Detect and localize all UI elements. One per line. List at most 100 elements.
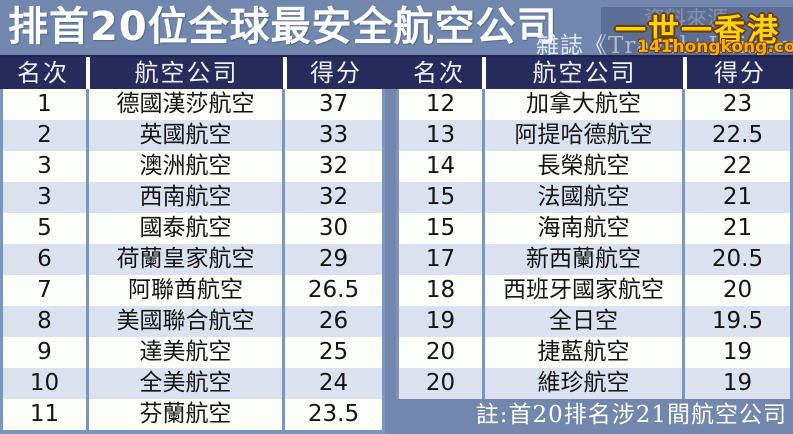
airline-cell: 澳洲航空: [86, 151, 282, 182]
header-separator: [482, 57, 486, 89]
table-row: 9 達美航空 25: [3, 337, 382, 368]
table-row: 2 英國航空 33: [3, 120, 382, 151]
rank-cell: 13: [425, 122, 456, 148]
column-header-airline-right: 航空公司: [486, 57, 683, 89]
score-cell: 19: [682, 368, 790, 399]
rank-cell: 15: [425, 215, 456, 241]
rank-cell: 11: [29, 401, 60, 427]
score-cell: 30: [282, 213, 382, 244]
score-cell: 22: [682, 151, 790, 182]
score-cell: 24: [282, 368, 382, 399]
airline-cell: 英國航空: [86, 120, 282, 151]
header-separator: [683, 57, 687, 89]
table-row: 15 海南航空 21: [399, 213, 790, 244]
score-cell: 21: [682, 213, 790, 244]
airline-cell: 海南航空: [482, 213, 682, 244]
airline-cell: 荷蘭皇家航空: [86, 244, 282, 275]
rank-cell: 20: [425, 339, 456, 365]
table-row: 3 西南航空 32: [3, 182, 382, 213]
airline-cell: 維珍航空: [482, 368, 682, 399]
table-divider: [385, 57, 396, 89]
table-row: 14 長榮航空 22: [399, 151, 790, 182]
rank-cell: 8: [37, 308, 52, 334]
rank-cell: 2: [37, 122, 52, 148]
table-row: 19 全日空 19.5: [399, 306, 790, 337]
rank-cell: 7: [37, 277, 52, 303]
rank-cell: 17: [425, 246, 456, 272]
rank-cell: 14: [425, 153, 456, 179]
header-separator: [86, 57, 90, 89]
score-cell: 19: [682, 337, 790, 368]
airline-cell: 全日空: [482, 306, 682, 337]
score-cell: 32: [282, 182, 382, 213]
column-header-rank-left: 名次: [0, 57, 86, 89]
score-cell: 19.5: [682, 306, 790, 337]
score-cell: 26.5: [282, 275, 382, 306]
score-cell: 26: [282, 306, 382, 337]
airline-cell: 加拿大航空: [482, 89, 682, 120]
airline-cell: 德國漢莎航空: [86, 89, 282, 120]
airline-cell: 芬蘭航空: [86, 399, 282, 430]
rank-cell: 15: [425, 184, 456, 210]
airline-cell: 美國聯合航空: [86, 306, 282, 337]
rank-cell: 3: [37, 184, 52, 210]
table-row: 8 美國聯合航空 26: [3, 306, 382, 337]
rank-cell: 12: [425, 91, 456, 117]
rank-cell: 3: [37, 153, 52, 179]
rank-cell: 20: [425, 370, 456, 396]
table-row: 1 德國漢莎航空 37: [3, 89, 382, 120]
page-title: 排首20位全球最安全航空公司: [8, 4, 558, 50]
score-cell: 33: [282, 120, 382, 151]
score-cell: 20: [682, 275, 790, 306]
source-label: 資料來源：: [644, 7, 749, 31]
table-row: 10 全美航空 24: [3, 368, 382, 399]
table-header-band: 名次 航空公司 得分 名次 航空公司 得分: [0, 55, 793, 89]
airline-cell: 達美航空: [86, 337, 282, 368]
table-row: 17 新西蘭航空 20.5: [399, 244, 790, 275]
header-separator: [283, 57, 287, 89]
score-cell: 23.5: [282, 399, 382, 430]
rank-cell: 1: [37, 91, 52, 117]
score-cell: 20.5: [682, 244, 790, 275]
rank-table-right: 12 加拿大航空 23 13 阿提哈德航空 22.5 14 長榮航空 22 15 法國航空 21 15 海…: [396, 89, 793, 399]
table-row: 11 芬蘭航空 23.5: [3, 399, 382, 430]
column-header-rank-right: 名次: [396, 57, 482, 89]
rank-cell: 9: [37, 339, 52, 365]
table-row: 20 捷藍航空 19: [399, 337, 790, 368]
airline-cell: 西南航空: [86, 182, 282, 213]
rank-cell: 10: [29, 370, 60, 396]
airline-cell: 全美航空: [86, 368, 282, 399]
table-row: 18 西班牙國家航空 20: [399, 275, 790, 306]
table-row: 13 阿提哈德航空 22.5: [399, 120, 790, 151]
table-row: 3 澳洲航空 32: [3, 151, 382, 182]
rank-cell: 6: [37, 246, 52, 272]
airline-cell: 長榮航空: [482, 151, 682, 182]
score-cell: 22.5: [682, 120, 790, 151]
airline-cell: 西班牙國家航空: [482, 275, 682, 306]
score-cell: 37: [282, 89, 382, 120]
footnote: 註:首20排名涉21間航空公司: [475, 402, 787, 428]
watermark-logo-text: 一世一香港: [615, 13, 780, 49]
score-cell: 23: [682, 89, 790, 120]
table-row: 15 法國航空 21: [399, 182, 790, 213]
airline-cell: 法國航空: [482, 182, 682, 213]
airline-cell: 新西蘭航空: [482, 244, 682, 275]
watermark-backdrop: [601, 7, 793, 56]
rank-cell: 18: [425, 277, 456, 303]
column-header-score-right: 得分: [687, 57, 793, 89]
source-magazine: 雜誌《Travel+Leisure》: [536, 33, 793, 59]
airline-cell: 捷藍航空: [482, 337, 682, 368]
score-cell: 32: [282, 151, 382, 182]
table-row: 6 荷蘭皇家航空 29: [3, 244, 382, 275]
table-row: 7 阿聯酋航空 26.5: [3, 275, 382, 306]
airline-cell: 阿提哈德航空: [482, 120, 682, 151]
column-header-score-left: 得分: [287, 57, 385, 89]
airline-cell: 國泰航空: [86, 213, 282, 244]
rank-cell: 19: [425, 308, 456, 334]
score-cell: 29: [282, 244, 382, 275]
table-row: 5 國泰航空 30: [3, 213, 382, 244]
score-cell: 25: [282, 337, 382, 368]
score-cell: 21: [682, 182, 790, 213]
rank-cell: 5: [37, 215, 52, 241]
